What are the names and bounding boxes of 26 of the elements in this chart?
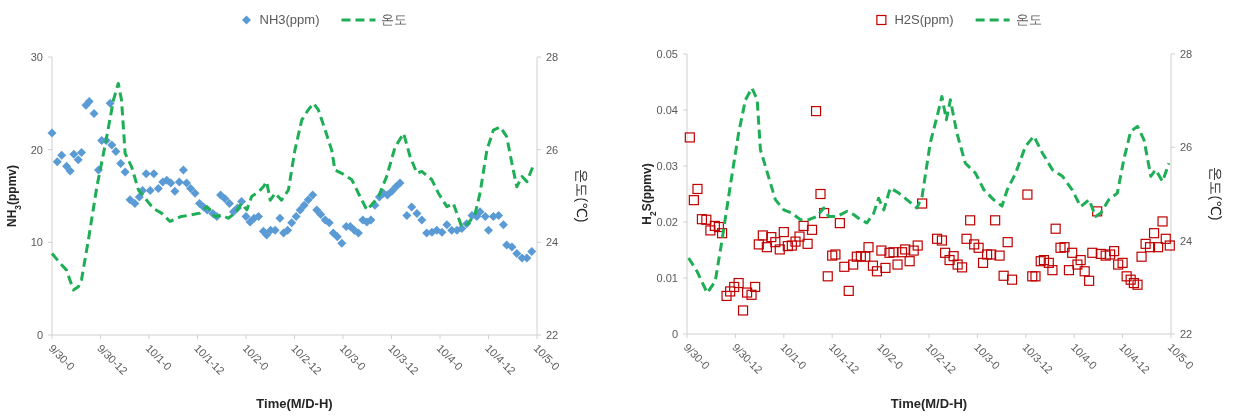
y-tick-label: 0.02 — [656, 216, 678, 228]
y2-tick-label: 26 — [546, 143, 559, 156]
y-tick-label: 0 — [36, 329, 43, 341]
y2-tick-label: 28 — [1180, 48, 1193, 60]
y-tick-label: 20 — [30, 143, 43, 156]
legend-label: H2S(ppm) — [894, 12, 954, 27]
y2-tick-label: 26 — [1180, 141, 1193, 154]
y-tick-label: 10 — [30, 236, 43, 249]
y2-tick-label: 24 — [546, 236, 559, 249]
y-tick-label: 0.01 — [656, 272, 678, 284]
y2-tick-label: 22 — [546, 329, 559, 341]
y-tick-label: 30 — [30, 51, 43, 63]
y-tick-label: 0.05 — [656, 48, 678, 60]
y2-axis-title: 온도(℃) — [1208, 167, 1224, 221]
legend-label: 온도 — [1015, 12, 1042, 27]
y-tick-label: 0.04 — [656, 104, 678, 116]
legend-label: NH3(ppm) — [259, 12, 320, 27]
y-tick-label: 0.03 — [656, 160, 678, 172]
y2-tick-label: 24 — [1180, 234, 1193, 247]
y2-tick-label: 22 — [1180, 328, 1193, 340]
legend-label: 온도 — [381, 12, 408, 27]
x-axis-title: Time(M/D-H) — [890, 396, 968, 411]
y-tick-label: 0 — [671, 328, 678, 340]
y2-axis-title: 온도(℃) — [574, 169, 590, 223]
y2-tick-label: 28 — [546, 51, 559, 63]
x-axis-title: Time(M/D-H) — [256, 396, 333, 411]
